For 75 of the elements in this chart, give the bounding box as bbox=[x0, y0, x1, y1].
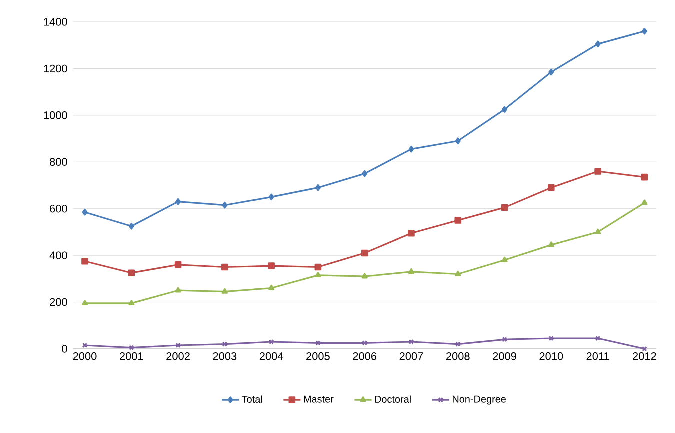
point bbox=[362, 170, 368, 178]
x-tick-label: 2009 bbox=[493, 352, 516, 360]
point bbox=[594, 168, 602, 175]
point bbox=[128, 270, 136, 276]
point bbox=[641, 174, 648, 181]
legend-label: Non-Degree bbox=[453, 396, 506, 405]
point bbox=[548, 242, 554, 248]
x-tick-label: 2010 bbox=[540, 352, 564, 360]
point bbox=[268, 194, 274, 201]
y-tick-label: 800 bbox=[50, 158, 68, 166]
point bbox=[222, 202, 228, 209]
point bbox=[502, 337, 508, 342]
point bbox=[361, 250, 368, 257]
x-tick-label: 2001 bbox=[120, 352, 144, 360]
y-tick-label: 1400 bbox=[44, 18, 68, 26]
point bbox=[315, 184, 321, 192]
x-tick-label: 2007 bbox=[400, 352, 424, 360]
legend-label: Doctoral bbox=[375, 396, 411, 404]
point bbox=[595, 336, 601, 342]
point bbox=[408, 230, 415, 237]
point bbox=[548, 336, 554, 342]
point bbox=[128, 222, 134, 230]
point bbox=[222, 264, 228, 271]
x-tick-label: 2002 bbox=[166, 352, 190, 360]
point bbox=[642, 28, 648, 35]
x-tick-label: 2000 bbox=[73, 352, 97, 360]
point bbox=[315, 272, 322, 278]
legend-label: Total bbox=[242, 396, 262, 404]
y-tick-label: 1000 bbox=[44, 112, 68, 120]
point bbox=[642, 200, 648, 206]
x-tick-label: 2011 bbox=[586, 352, 610, 360]
point bbox=[268, 284, 275, 290]
point bbox=[502, 106, 508, 113]
point bbox=[502, 256, 508, 262]
point bbox=[176, 198, 182, 206]
point bbox=[408, 146, 414, 153]
point bbox=[454, 217, 462, 224]
point bbox=[455, 270, 462, 276]
y-tick-label: 200 bbox=[50, 298, 68, 306]
point bbox=[595, 40, 601, 48]
point bbox=[501, 204, 508, 212]
point bbox=[594, 228, 602, 234]
y-tick-label: 600 bbox=[50, 204, 68, 213]
point bbox=[362, 340, 368, 346]
point bbox=[222, 288, 228, 294]
y-tick-label: 1200 bbox=[44, 64, 68, 73]
point bbox=[175, 287, 182, 293]
point bbox=[129, 345, 134, 350]
point bbox=[408, 268, 415, 274]
point bbox=[455, 138, 461, 145]
point bbox=[82, 258, 88, 265]
point bbox=[222, 342, 228, 347]
point bbox=[362, 273, 368, 279]
point bbox=[268, 339, 274, 345]
x-tick-label: 2006 bbox=[353, 352, 377, 360]
y-tick-label: 0 bbox=[62, 345, 68, 353]
point bbox=[268, 262, 275, 270]
point bbox=[408, 339, 414, 345]
y-tick-label: 400 bbox=[50, 252, 68, 260]
point bbox=[548, 184, 555, 192]
x-tick-label: 2012 bbox=[633, 352, 656, 360]
point bbox=[455, 342, 461, 347]
point bbox=[314, 264, 322, 271]
point bbox=[82, 208, 88, 216]
point bbox=[316, 340, 321, 346]
x-tick-label: 2004 bbox=[260, 352, 284, 360]
x-tick-label: 2003 bbox=[213, 352, 237, 360]
point bbox=[128, 300, 135, 306]
x-tick-label: 2008 bbox=[446, 352, 470, 360]
point bbox=[176, 342, 181, 348]
point bbox=[82, 300, 88, 306]
x-tick-label: 2005 bbox=[306, 352, 330, 360]
point bbox=[548, 68, 554, 76]
point bbox=[174, 262, 182, 268]
legend-label: Master bbox=[304, 396, 334, 403]
